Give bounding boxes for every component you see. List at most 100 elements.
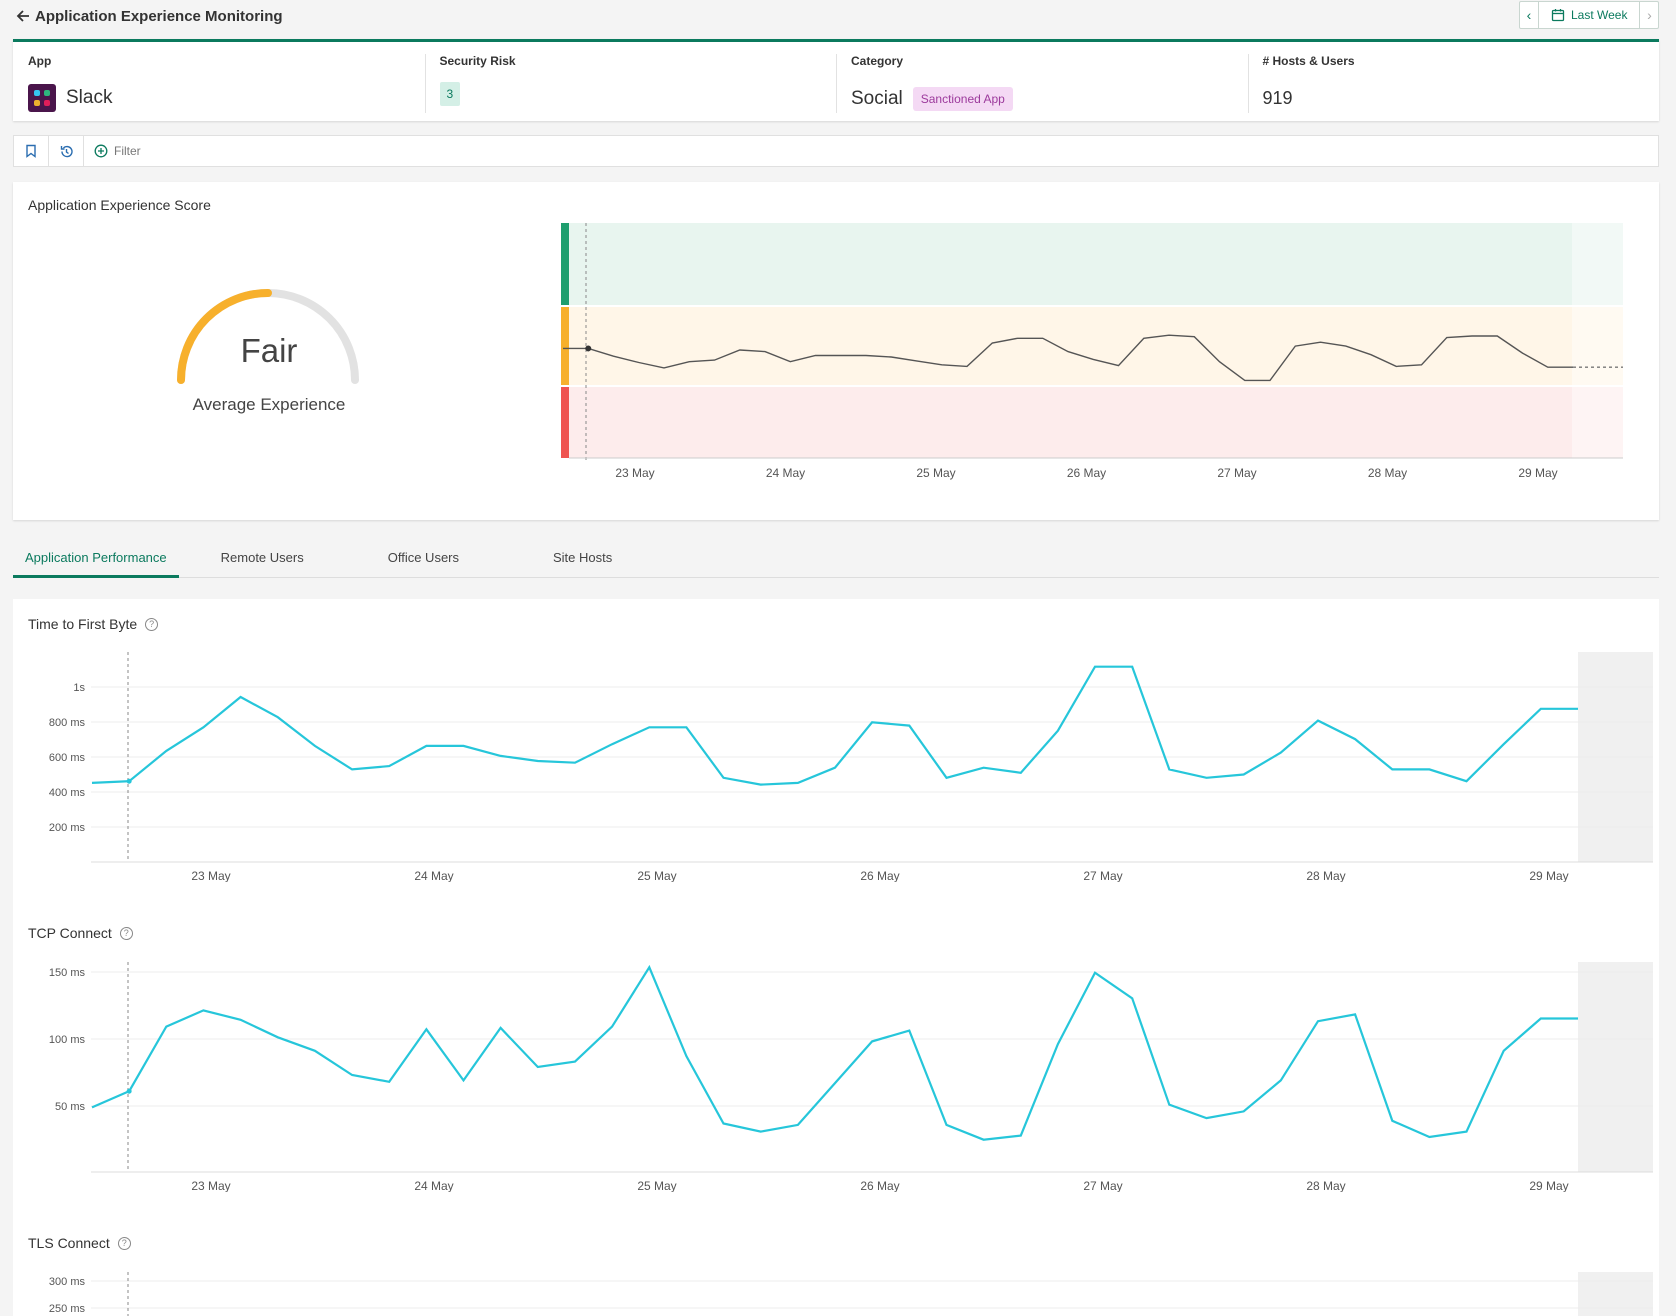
app-name: Slack xyxy=(66,87,113,108)
gauge-caption: Average Experience xyxy=(192,395,346,414)
score-band-fair xyxy=(569,307,1623,385)
x-tick-label: 27 May xyxy=(1083,1179,1122,1192)
chevron-left-icon: ‹ xyxy=(1526,7,1532,23)
x-tick-label: 28 May xyxy=(1306,1179,1345,1192)
tcp-help-icon[interactable]: ? xyxy=(119,926,133,940)
tcp-title: TCP Connect xyxy=(28,925,112,941)
previous-period-button[interactable]: ‹ xyxy=(1520,2,1538,28)
x-tick-label: 24 May xyxy=(414,869,453,882)
ttfb-title-row: Time to First Byte ? xyxy=(28,616,159,632)
score-point xyxy=(585,345,592,352)
app-cell: App Slack xyxy=(13,42,425,121)
score-band-marker-fair xyxy=(561,307,569,385)
bookmark-icon xyxy=(26,144,36,158)
category-label: Category xyxy=(851,54,904,68)
series-line xyxy=(91,964,1578,1141)
tab-application-performance[interactable]: Application Performance xyxy=(13,538,179,578)
tls-chart: 300 ms 250 ms xyxy=(49,1272,1653,1316)
experience-score-title: Application Experience Score xyxy=(28,197,211,213)
gauge-value: Fair xyxy=(240,332,298,369)
ttfb-title: Time to First Byte xyxy=(28,616,138,632)
score-band-good xyxy=(569,223,1623,305)
experience-score-chart: 23 May 24 May 25 May 26 May 27 May 28 May 29 M… xyxy=(561,223,1623,480)
hosts-users-value: 919 xyxy=(1262,88,1293,108)
ttfb-chart: 1s 800 ms 600 ms 400 ms 200 ms 23 May 24 May 25… xyxy=(49,652,1653,882)
tls-help-icon[interactable]: ? xyxy=(117,1236,131,1250)
next-period-button[interactable]: › xyxy=(1640,2,1658,28)
x-tick-label: 28 May xyxy=(1306,869,1345,882)
series-point xyxy=(126,778,132,784)
series-point xyxy=(126,1088,132,1094)
slack-logo-icon xyxy=(28,84,56,112)
score-band-marker-good xyxy=(561,223,569,305)
score-x-tick-label: 25 May xyxy=(916,466,955,480)
calendar-icon xyxy=(1551,9,1565,22)
filter-bar: Filter xyxy=(13,135,1659,167)
hosts-users-cell: # Hosts & Users 919 xyxy=(1247,42,1660,121)
x-tick-label: 26 May xyxy=(860,869,899,882)
app-summary-card: App Slack Security Risk 3 Category Socia… xyxy=(13,39,1659,121)
x-tick-label: 23 May xyxy=(191,869,230,882)
app-label: App xyxy=(28,54,52,68)
experience-score-card: Application Experience Score Fair Averag… xyxy=(13,182,1659,520)
period-selector: ‹ Last Week › xyxy=(1519,1,1660,29)
filter-label: Filter xyxy=(114,144,141,158)
chevron-right-icon: › xyxy=(1647,7,1652,23)
score-band-poor xyxy=(569,387,1623,458)
x-tick-label: 24 May xyxy=(414,1179,453,1192)
future-region xyxy=(1578,962,1653,1172)
view-tabs: Application Performance Remote Users Off… xyxy=(13,538,1659,578)
history-icon xyxy=(60,145,73,157)
bookmark-button[interactable] xyxy=(14,136,49,166)
score-x-tick-label: 26 May xyxy=(1067,466,1106,480)
y-tick-label: 600 ms xyxy=(49,752,86,764)
y-tick-label: 50 ms xyxy=(55,1101,85,1113)
x-tick-label: 25 May xyxy=(637,1179,676,1192)
tab-site-hosts[interactable]: Site Hosts xyxy=(553,550,613,565)
back-arrow-icon[interactable] xyxy=(14,7,32,25)
y-tick-label: 300 ms xyxy=(49,1276,86,1288)
page-header: Application Experience Monitoring ‹ Last… xyxy=(0,0,1676,36)
y-tick-label: 800 ms xyxy=(49,717,86,729)
security-risk-label: Security Risk xyxy=(439,54,516,68)
x-tick-label: 23 May xyxy=(191,1179,230,1192)
score-x-tick-label: 24 May xyxy=(766,466,805,480)
tab-remote-users[interactable]: Remote Users xyxy=(220,550,304,565)
page-title: Application Experience Monitoring xyxy=(35,8,283,25)
x-tick-label: 29 May xyxy=(1529,869,1568,882)
y-tick-label: 150 ms xyxy=(49,967,86,979)
period-label: Last Week xyxy=(1571,8,1628,22)
gauge-fill xyxy=(177,289,272,384)
performance-metrics-card: Time to First Byte ? 1s 800 ms 600 ms 400 m… xyxy=(13,599,1659,1316)
tcp-chart: 150 ms 100 ms 50 ms 23 May 24 May 25 May 26 Ma… xyxy=(49,962,1653,1192)
future-region xyxy=(1578,1272,1653,1316)
period-dropdown[interactable]: Last Week xyxy=(1538,2,1641,28)
tls-title: TLS Connect xyxy=(28,1235,110,1251)
security-risk-cell: Security Risk 3 xyxy=(424,42,837,121)
tab-office-users[interactable]: Office Users xyxy=(387,550,459,565)
x-tick-label: 27 May xyxy=(1083,869,1122,882)
ttfb-help-icon[interactable]: ? xyxy=(145,617,159,631)
y-tick-label: 100 ms xyxy=(49,1034,86,1046)
add-filter-button[interactable]: Filter xyxy=(84,136,141,166)
score-series-line xyxy=(563,334,1573,382)
tcp-title-row: TCP Connect ? xyxy=(28,925,133,941)
hosts-users-label: # Hosts & Users xyxy=(1262,54,1355,68)
score-x-tick-label: 23 May xyxy=(615,466,654,480)
score-x-tick-label: 28 May xyxy=(1368,466,1407,480)
y-tick-label: 1s xyxy=(73,682,85,694)
y-tick-label: 250 ms xyxy=(49,1303,86,1315)
y-tick-label: 200 ms xyxy=(49,822,86,834)
y-tick-label: 400 ms xyxy=(49,787,86,799)
security-risk-badge: 3 xyxy=(439,82,461,106)
x-tick-label: 26 May xyxy=(860,1179,899,1192)
experience-gauge xyxy=(177,289,359,384)
category-value: Social xyxy=(851,88,903,109)
add-circle-icon xyxy=(94,144,108,158)
history-button[interactable] xyxy=(49,136,84,166)
score-x-tick-label: 29 May xyxy=(1518,466,1557,480)
x-tick-label: 25 May xyxy=(637,869,676,882)
score-band-marker-poor xyxy=(561,387,569,458)
score-x-tick-label: 27 May xyxy=(1217,466,1256,480)
tls-title-row: TLS Connect ? xyxy=(28,1235,131,1251)
